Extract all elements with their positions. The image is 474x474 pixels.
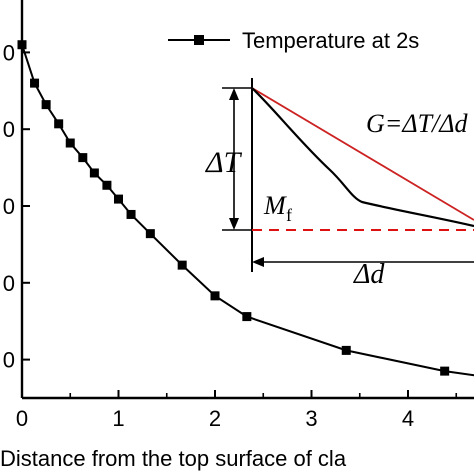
inset-delta-t-label: ΔT xyxy=(205,146,243,179)
data-point xyxy=(102,180,112,190)
data-point xyxy=(242,312,252,322)
data-point xyxy=(89,168,99,178)
x-tick-label: 0 xyxy=(16,406,28,431)
data-point xyxy=(30,78,40,88)
legend: Temperature at 2s xyxy=(168,28,419,53)
inset-diagram: ΔT M f G=ΔT/Δd Δd xyxy=(205,78,474,290)
legend-marker xyxy=(194,35,204,45)
inset-delta-d-arrow-left xyxy=(252,257,264,267)
data-point xyxy=(145,229,155,239)
data-point xyxy=(114,194,123,204)
inset-mf-subscript: f xyxy=(286,205,292,225)
data-point xyxy=(65,138,75,148)
x-tick-label: 2 xyxy=(209,406,221,431)
data-point xyxy=(17,40,27,50)
data-point xyxy=(177,260,187,270)
data-point xyxy=(210,291,220,301)
inset-cooling-curve xyxy=(251,87,474,228)
data-point xyxy=(126,209,136,219)
legend-label: Temperature at 2s xyxy=(242,28,419,53)
data-point xyxy=(78,153,88,163)
data-point xyxy=(341,345,351,355)
x-tick-label: 4 xyxy=(402,406,414,431)
x-axis-label: Distance from the top surface of cla xyxy=(0,446,347,471)
inset-delta-t-arrow-up xyxy=(229,88,239,100)
x-tick-label: 1 xyxy=(112,406,124,431)
data-point xyxy=(54,119,64,129)
inset-gradient-line xyxy=(251,87,474,221)
inset-mf-label: M xyxy=(263,191,287,220)
y-tick-label: 0 xyxy=(3,271,15,296)
data-point xyxy=(440,366,450,376)
y-tick-label: 0 xyxy=(3,40,15,65)
data-point xyxy=(41,100,51,110)
y-ticks: 0 0 0 0 0 xyxy=(3,40,30,373)
inset-delta-d-label: Δd xyxy=(353,259,385,290)
x-ticks: 0 1 2 3 4 xyxy=(16,390,458,431)
series-layer xyxy=(17,40,474,377)
inset-gradient-label: G=ΔT/Δd xyxy=(366,109,469,138)
y-tick-label: 0 xyxy=(3,117,15,142)
plot-frame xyxy=(20,0,474,400)
y-tick-label: 0 xyxy=(3,348,15,373)
x-tick-label: 3 xyxy=(305,406,317,431)
inset-delta-t-arrow-down xyxy=(229,218,239,230)
y-tick-label: 0 xyxy=(3,194,15,219)
